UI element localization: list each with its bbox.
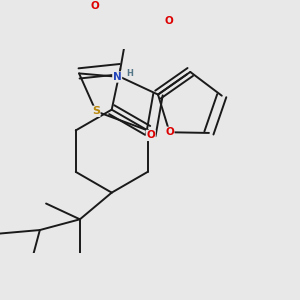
Text: S: S [92, 106, 100, 116]
Text: H: H [126, 69, 133, 78]
Text: O: O [164, 16, 173, 26]
Text: O: O [146, 130, 155, 140]
Text: N: N [113, 72, 122, 82]
Text: O: O [165, 127, 174, 137]
Text: O: O [91, 1, 100, 10]
